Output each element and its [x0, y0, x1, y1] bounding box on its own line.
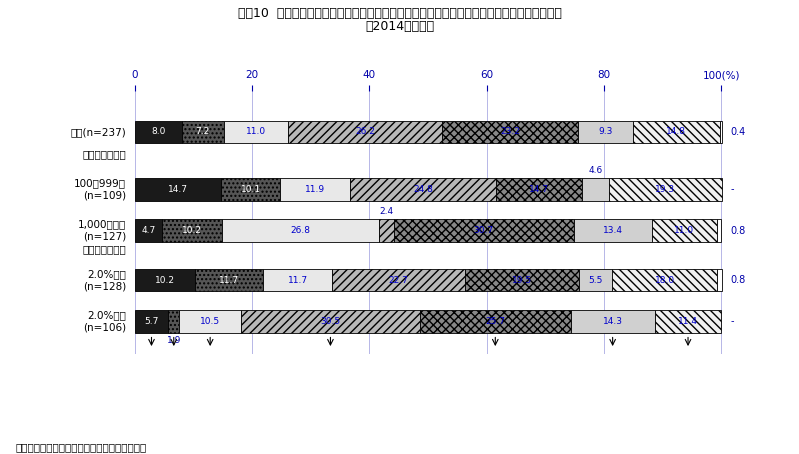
- Bar: [717, 219, 721, 242]
- Text: 5.5: 5.5: [588, 276, 602, 285]
- Text: 全体(n=237): 全体(n=237): [70, 127, 126, 137]
- Text: 2.4: 2.4: [380, 207, 394, 216]
- Bar: [135, 219, 162, 242]
- Text: 2.0%以上
(n=106): 2.0%以上 (n=106): [83, 310, 126, 332]
- Text: -: -: [730, 316, 733, 326]
- Text: 14.8: 14.8: [666, 128, 686, 137]
- Text: 0.8: 0.8: [730, 275, 745, 285]
- Text: 10.1: 10.1: [240, 185, 260, 194]
- Bar: [393, 219, 574, 242]
- Bar: [652, 219, 717, 242]
- Text: 26.8: 26.8: [291, 226, 311, 235]
- Text: 30.5: 30.5: [320, 317, 340, 326]
- Bar: [288, 121, 442, 143]
- Text: 1,000人以上
(n=127): 1,000人以上 (n=127): [78, 219, 126, 242]
- Text: 11.7: 11.7: [219, 276, 239, 285]
- Text: 25.7: 25.7: [485, 317, 505, 326]
- Bar: [135, 178, 221, 201]
- Text: 14.7: 14.7: [529, 185, 549, 194]
- Text: 10.2: 10.2: [155, 276, 175, 285]
- Text: 【2014年調査】: 【2014年調査】: [365, 20, 434, 34]
- Text: 11.0: 11.0: [246, 128, 266, 137]
- Bar: [135, 269, 195, 291]
- Bar: [442, 121, 578, 143]
- Text: 注：障害者を１人以上雇用している企業が回答: 注：障害者を１人以上雇用している企業が回答: [16, 442, 147, 452]
- Text: 11.4: 11.4: [678, 317, 698, 326]
- Text: 100～999人
(n=109): 100～999人 (n=109): [74, 178, 126, 201]
- Text: 19.3: 19.3: [655, 185, 675, 194]
- Bar: [579, 269, 612, 291]
- Bar: [263, 269, 332, 291]
- Bar: [135, 310, 169, 332]
- Text: 23.2: 23.2: [500, 128, 520, 137]
- Bar: [609, 178, 722, 201]
- Bar: [420, 310, 570, 332]
- Text: 10.5: 10.5: [200, 317, 221, 326]
- Text: 10.2: 10.2: [182, 226, 202, 235]
- Bar: [633, 121, 720, 143]
- Bar: [241, 310, 420, 332]
- Bar: [222, 219, 380, 242]
- Bar: [224, 121, 288, 143]
- Bar: [612, 269, 718, 291]
- Text: 5.7: 5.7: [145, 317, 159, 326]
- Text: 7.2: 7.2: [196, 128, 210, 137]
- Bar: [718, 269, 722, 291]
- Bar: [654, 310, 721, 332]
- Text: 19.5: 19.5: [512, 276, 532, 285]
- Text: 9.3: 9.3: [598, 128, 613, 137]
- Bar: [578, 121, 633, 143]
- Text: 13.4: 13.4: [603, 226, 623, 235]
- Bar: [350, 178, 495, 201]
- Text: 2.0%未満
(n=128): 2.0%未満 (n=128): [83, 269, 126, 291]
- Bar: [574, 219, 652, 242]
- Text: 30.7: 30.7: [474, 226, 494, 235]
- Text: 0.8: 0.8: [730, 226, 745, 236]
- Text: ＜実雇用率別＞: ＜実雇用率別＞: [82, 244, 126, 254]
- Bar: [332, 269, 465, 291]
- Text: 11.7: 11.7: [288, 276, 308, 285]
- Text: 0.4: 0.4: [730, 127, 745, 137]
- Bar: [495, 178, 582, 201]
- Bar: [162, 219, 222, 242]
- Text: 26.2: 26.2: [356, 128, 376, 137]
- Text: 8.0: 8.0: [151, 128, 165, 137]
- Text: 1.9: 1.9: [167, 336, 181, 345]
- Bar: [280, 178, 350, 201]
- Text: 4.7: 4.7: [141, 226, 156, 235]
- Text: 18.0: 18.0: [654, 276, 674, 285]
- Text: 14.7: 14.7: [168, 185, 188, 194]
- Text: 11.9: 11.9: [305, 185, 325, 194]
- Bar: [380, 219, 393, 242]
- Text: 11.0: 11.0: [674, 226, 694, 235]
- Bar: [181, 121, 224, 143]
- Bar: [582, 178, 609, 201]
- Bar: [570, 310, 654, 332]
- Text: 図表10  障害者雇用に本格的に取り組み始めてからの年数（全体、従業員数別、実雇用率別）: 図表10 障害者雇用に本格的に取り組み始めてからの年数（全体、従業員数別、実雇用…: [237, 7, 562, 20]
- Bar: [135, 121, 181, 143]
- Bar: [195, 269, 263, 291]
- Text: ＜従業員数別＞: ＜従業員数別＞: [82, 149, 126, 159]
- Text: 24.8: 24.8: [413, 185, 433, 194]
- Bar: [179, 310, 241, 332]
- Bar: [465, 269, 579, 291]
- Text: 4.6: 4.6: [588, 166, 602, 175]
- Bar: [221, 178, 280, 201]
- Bar: [720, 121, 722, 143]
- Text: 22.7: 22.7: [388, 276, 408, 285]
- Text: 14.3: 14.3: [602, 317, 622, 326]
- Text: -: -: [730, 184, 733, 195]
- Bar: [169, 310, 179, 332]
